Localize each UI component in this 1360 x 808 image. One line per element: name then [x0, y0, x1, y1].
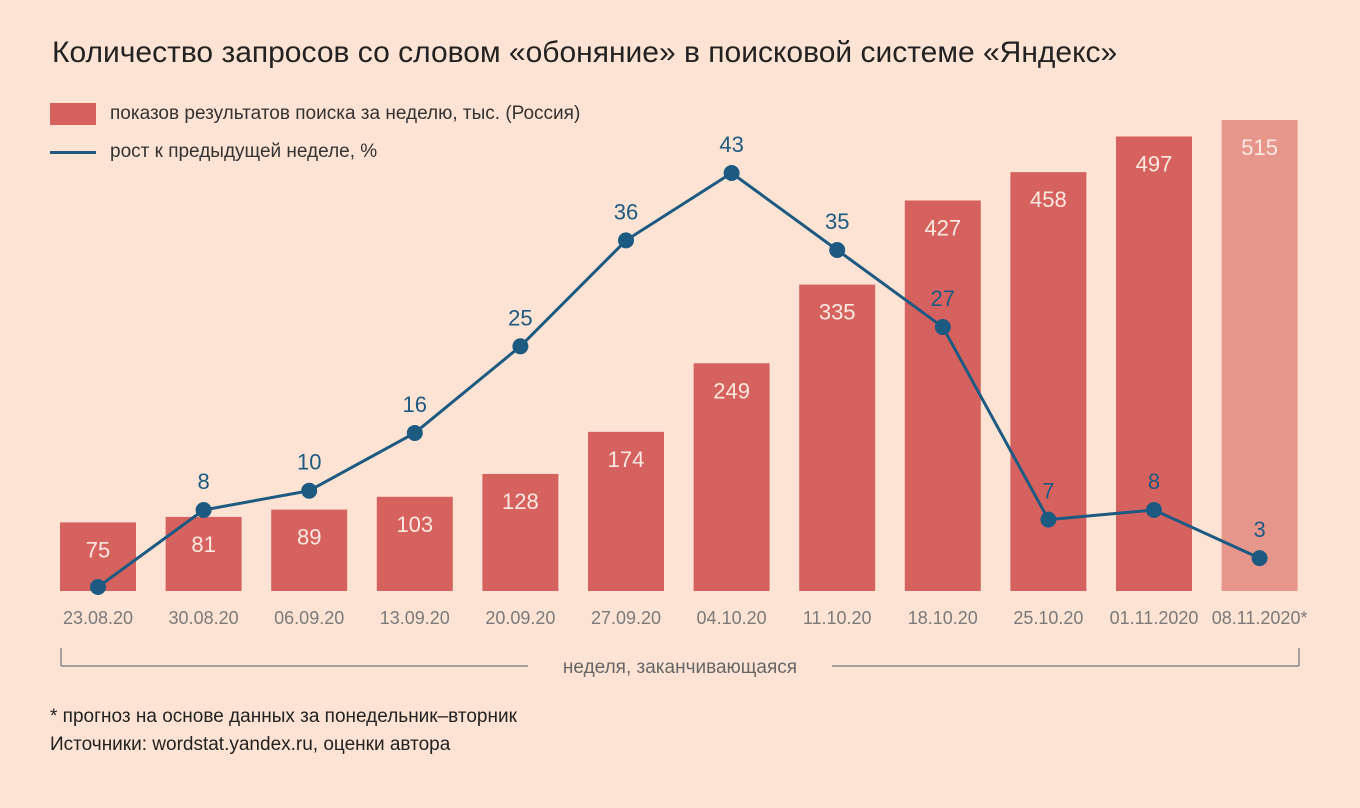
line-point — [195, 501, 212, 518]
line-value-label: 35 — [825, 209, 849, 234]
line-value-label: 25 — [508, 305, 532, 330]
line-point — [829, 242, 846, 259]
line-value-label: 16 — [403, 392, 427, 417]
bar-value-label: 103 — [396, 512, 433, 537]
bar — [693, 363, 770, 591]
line-point — [90, 579, 106, 595]
line-value-label: 8 — [1148, 469, 1160, 494]
bar — [271, 509, 348, 591]
line-point — [512, 338, 529, 355]
x-tick-label: 20.09.20 — [485, 608, 555, 628]
bar-value-label: 497 — [1136, 151, 1173, 176]
x-tick-label: 11.10.20 — [803, 608, 872, 628]
line-point — [406, 424, 423, 441]
legend-line-swatch — [50, 150, 96, 154]
line-value-label: 36 — [614, 199, 638, 224]
legend-item-bars: показов результатов поиска за неделю, ты… — [50, 98, 580, 130]
bar-value-label: 89 — [297, 525, 321, 550]
line-value-label: 8 — [197, 469, 209, 494]
x-tick-label: 25.10.20 — [1013, 608, 1083, 628]
x-tick-label: 27.09.20 — [591, 608, 661, 628]
bar — [482, 473, 559, 591]
bar-value-label: 515 — [1241, 135, 1278, 160]
x-tick-label: 18.10.20 — [908, 608, 978, 628]
line-point — [723, 165, 740, 181]
line-value-label: 27 — [931, 286, 955, 311]
bar — [1221, 120, 1298, 591]
bar-value-label: 458 — [1030, 187, 1067, 212]
line-value-label: 7 — [1042, 479, 1054, 504]
line-value-label: 3 — [1253, 517, 1265, 542]
x-tick-label: 06.09.20 — [274, 608, 344, 628]
bar — [904, 200, 981, 591]
line-point — [1040, 511, 1057, 528]
bar-value-label: 335 — [819, 300, 856, 325]
footnote: * прогноз на основе данных за понедельни… — [50, 706, 517, 727]
bar-value-label: 81 — [191, 532, 215, 557]
x-tick-label: 30.08.20 — [169, 608, 239, 628]
bar — [799, 284, 876, 591]
line-value-label: 10 — [297, 450, 321, 475]
x-tick-label: 01.11.2020 — [1110, 608, 1199, 628]
legend-item-line: рост к предыдущей неделе, % — [50, 136, 580, 168]
x-tick-label: 04.10.20 — [697, 608, 767, 628]
bar — [1010, 172, 1087, 591]
line-point — [1251, 550, 1268, 567]
chart-title: Количество запросов со словом «обоняние»… — [52, 36, 1118, 69]
growth-line — [97, 171, 1261, 589]
line-point — [1146, 501, 1162, 518]
bar-value-label: 75 — [86, 537, 110, 562]
x-tick-label: 23.08.20 — [63, 608, 133, 628]
chart-legend: показов результатов поиска за неделю, ты… — [50, 98, 580, 174]
bar-value-label: 427 — [924, 215, 961, 240]
legend-line-label: рост к предыдущей неделе, % — [110, 141, 378, 162]
x-axis-label: неделя, заканчивающаяся — [563, 657, 797, 678]
bar-value-label: 128 — [502, 489, 539, 514]
legend-bars-label: показов результатов поиска за неделю, ты… — [110, 103, 581, 124]
legend-bar-swatch — [50, 103, 96, 125]
line-point — [618, 232, 634, 249]
line-value-label: 43 — [719, 132, 743, 157]
bar — [588, 431, 664, 591]
bar-value-label: 249 — [713, 378, 750, 403]
line-point — [301, 482, 318, 499]
source-note: Источники: wordstat.yandex.ru, оценки ав… — [50, 734, 451, 755]
x-tick-label: 08.11.2020* — [1212, 608, 1308, 628]
line-point — [934, 319, 951, 336]
bar-value-label: 174 — [608, 447, 645, 472]
bar — [376, 496, 453, 591]
x-tick-label: 13.09.20 — [380, 608, 450, 628]
